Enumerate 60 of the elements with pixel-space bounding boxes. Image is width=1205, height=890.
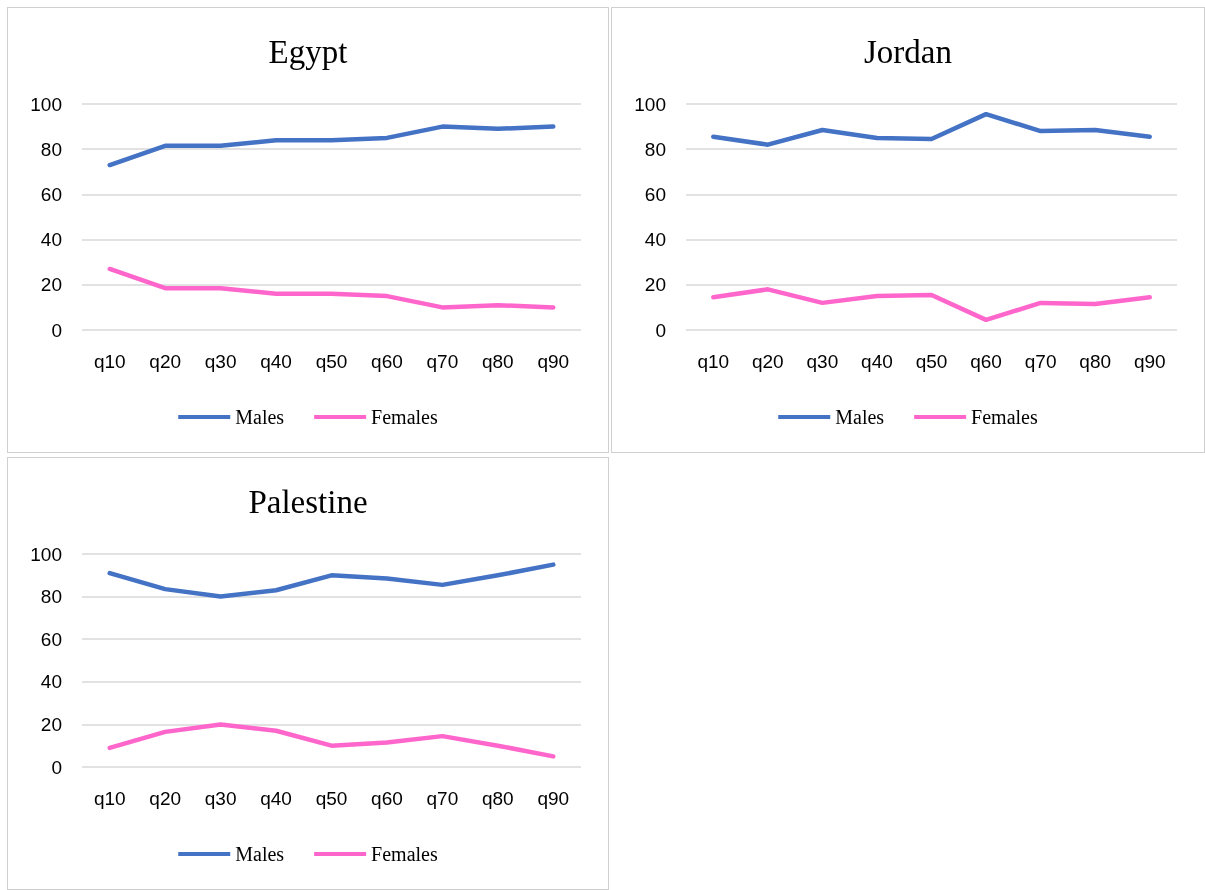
x-tick-label: q90 <box>1133 351 1166 372</box>
line-series <box>711 287 1152 323</box>
y-tick-label: 40 <box>40 229 62 251</box>
x-tick-label: q20 <box>149 788 182 809</box>
x-tick-label: q80 <box>481 788 514 809</box>
x-tick-label: q80 <box>481 351 514 372</box>
y-tick-label: 20 <box>40 713 62 735</box>
x-tick-label: q30 <box>204 351 237 372</box>
x-tick-label: q10 <box>697 351 730 372</box>
y-tick-label: 20 <box>40 274 62 296</box>
legend-label: Females <box>371 406 438 428</box>
legend-label: Males <box>835 406 885 428</box>
chart-title: Palestine <box>248 483 368 520</box>
line-series <box>711 111 1152 147</box>
x-tick-label: q40 <box>861 351 893 372</box>
y-tick-label: 20 <box>644 274 666 296</box>
y-tick-label: 40 <box>40 671 62 693</box>
x-tick-label: q40 <box>260 788 292 809</box>
chart-title: Egypt <box>268 33 348 70</box>
x-tick-label: q30 <box>806 351 839 372</box>
x-tick-label: q30 <box>204 788 237 809</box>
y-tick-label: 100 <box>30 543 62 565</box>
y-tick-label: 0 <box>51 756 62 778</box>
x-tick-label: q60 <box>970 351 1002 372</box>
y-tick-label: 80 <box>644 138 666 160</box>
legend-label: Males <box>235 843 285 865</box>
y-tick-label: 60 <box>644 183 666 205</box>
x-tick-label: q90 <box>537 788 570 809</box>
line-series <box>107 562 556 599</box>
legend-label: Males <box>235 406 285 428</box>
legend-label: Females <box>971 406 1038 428</box>
line-series <box>107 124 556 168</box>
x-tick-label: q60 <box>371 788 403 809</box>
x-tick-label: q10 <box>93 351 126 372</box>
x-tick-label: q70 <box>1024 351 1057 372</box>
x-tick-label: q40 <box>260 351 292 372</box>
x-tick-label: q50 <box>315 788 348 809</box>
legend-label: Females <box>371 843 438 865</box>
y-tick-label: 60 <box>40 183 62 205</box>
x-tick-label: q50 <box>915 351 948 372</box>
x-tick-label: q20 <box>149 351 182 372</box>
x-tick-label: q90 <box>537 351 570 372</box>
y-tick-label: 0 <box>51 319 62 341</box>
chart-title: Jordan <box>864 33 952 70</box>
y-tick-label: 40 <box>644 229 666 251</box>
line-series <box>107 722 556 759</box>
x-tick-label: q20 <box>751 351 784 372</box>
line-series <box>107 266 556 310</box>
x-tick-label: q80 <box>1079 351 1112 372</box>
y-tick-label: 100 <box>30 93 62 115</box>
y-tick-label: 100 <box>634 93 666 115</box>
y-tick-label: 0 <box>655 319 666 341</box>
x-tick-label: q50 <box>315 351 348 372</box>
y-tick-label: 60 <box>40 628 62 650</box>
x-tick-label: q70 <box>426 351 459 372</box>
y-tick-label: 80 <box>40 586 62 608</box>
y-tick-label: 80 <box>40 138 62 160</box>
x-tick-label: q70 <box>426 788 459 809</box>
x-tick-label: q60 <box>371 351 403 372</box>
x-tick-label: q10 <box>93 788 126 809</box>
